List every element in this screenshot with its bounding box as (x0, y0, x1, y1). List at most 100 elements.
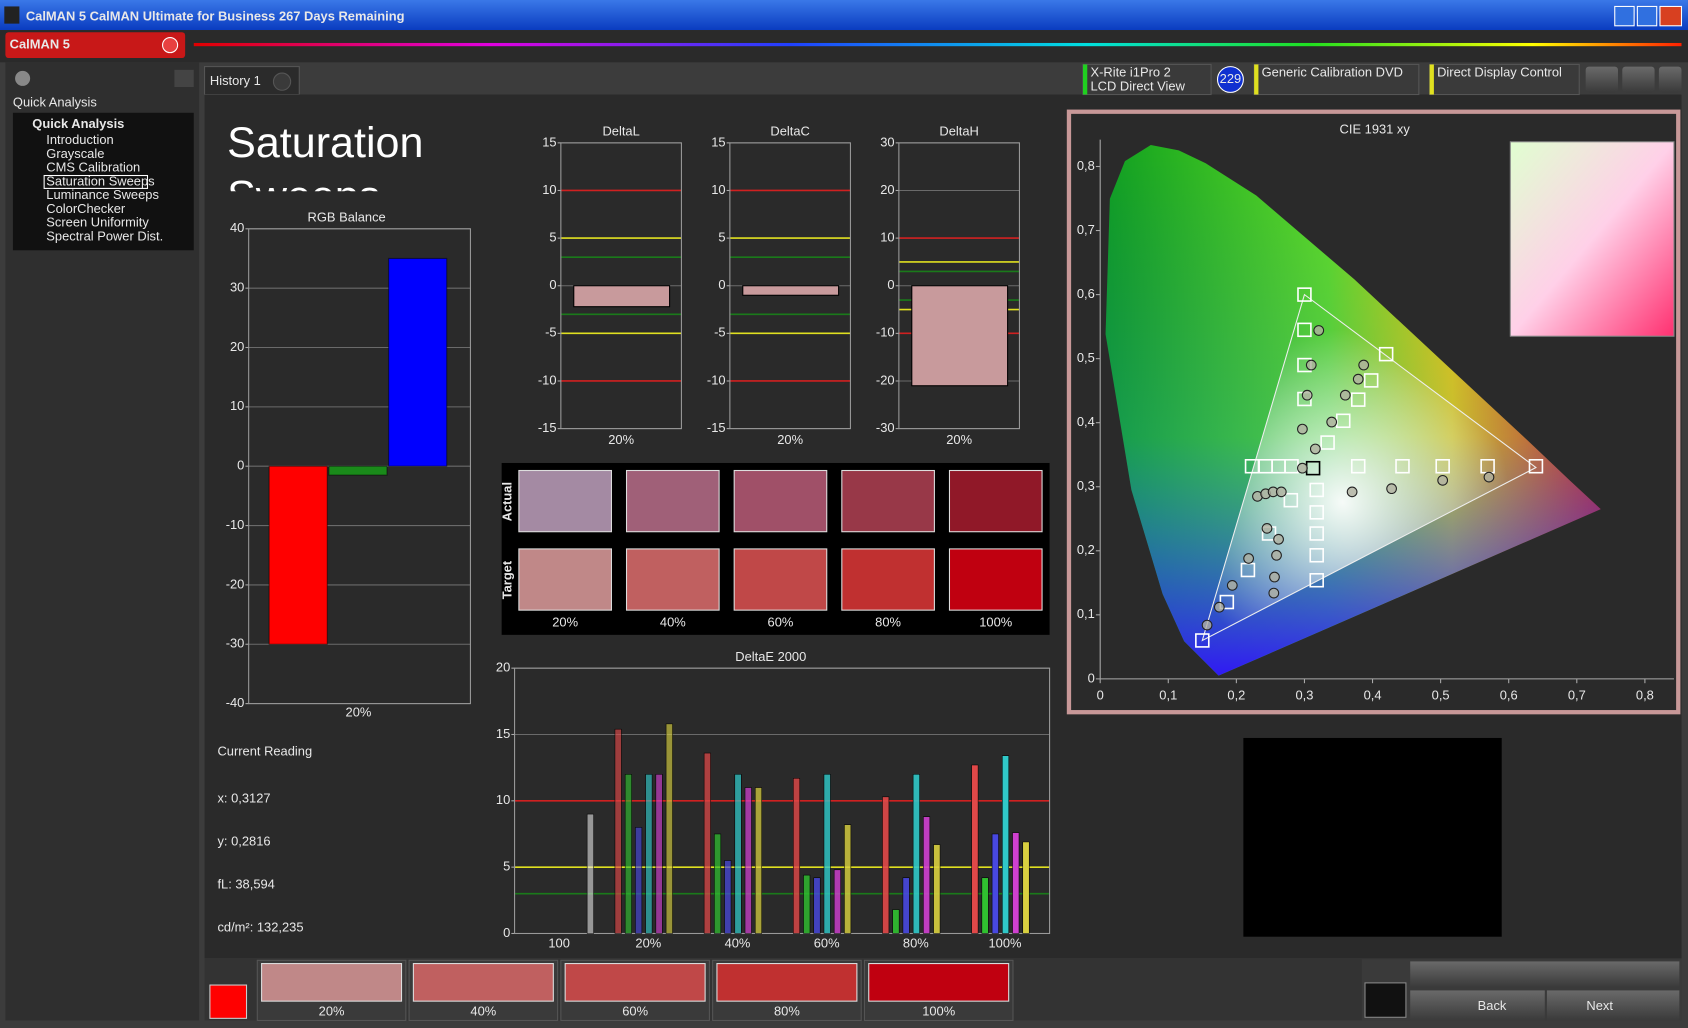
add-tab[interactable] (272, 72, 292, 91)
next-button[interactable] (1546, 990, 1680, 1021)
swatch-label: 40% (660, 614, 686, 629)
logo-box[interactable] (5, 32, 186, 59)
reading-line: fL: 38,594 (217, 877, 274, 892)
current-patch[interactable] (209, 984, 248, 1019)
tree-group[interactable]: Quick Analysis (32, 116, 124, 131)
target-swatch (518, 548, 612, 611)
x-tick-label: 0,2 (1227, 687, 1245, 702)
y-tick-label: 0,2 (1077, 542, 1095, 557)
maximize-button[interactable] (1636, 5, 1658, 27)
stop-button[interactable] (1364, 982, 1407, 1018)
rgb-bar (268, 465, 328, 645)
y-tick-label: 0 (549, 277, 556, 292)
next-label: Next (1586, 998, 1613, 1013)
chart-title: DeltaH (939, 124, 978, 139)
tree-item[interactable]: Spectral Power Dist. (46, 228, 163, 243)
y-tick-label: 0 (718, 277, 725, 292)
y-tick-label: 20 (496, 660, 510, 675)
measured-point (1305, 359, 1317, 371)
y-tick-label: -30 (876, 420, 895, 435)
y-tick-label: 0,5 (1077, 350, 1095, 365)
plot-frame (248, 228, 471, 705)
swatch-label: 100% (979, 614, 1012, 629)
display-box[interactable] (1429, 63, 1580, 96)
measured-point (1313, 325, 1325, 336)
y-tick-label: 0,1 (1077, 606, 1095, 621)
measured-point (1226, 580, 1238, 591)
deltae-bar (754, 787, 762, 934)
back-button[interactable] (1410, 990, 1545, 1021)
deltae-bar (1012, 832, 1020, 934)
y-tick-label: -10 (226, 517, 245, 532)
y-tick-label: 20 (230, 339, 244, 354)
target-point (1297, 287, 1312, 302)
plot-frame (514, 667, 1051, 935)
x-tick-label: 80% (903, 936, 929, 951)
actual-swatch (841, 469, 935, 533)
plot-frame (898, 142, 1020, 430)
patch-swatch (261, 963, 403, 1002)
actual-swatch (733, 469, 828, 533)
chart-title: DeltaE 2000 (735, 649, 806, 664)
y-tick-label: -5 (545, 325, 556, 340)
close-button[interactable] (1659, 5, 1683, 27)
measured-point (1213, 601, 1225, 613)
y-tick-label: -5 (714, 325, 725, 340)
y-tick-label: 5 (718, 230, 725, 245)
minimize-button[interactable] (1614, 5, 1635, 27)
y-tick-label: 15 (542, 134, 556, 149)
sidebar-collapse[interactable] (174, 69, 194, 88)
x-tick-label: 0 (1097, 687, 1104, 702)
rgb-bar (328, 465, 388, 476)
deltae-bar (714, 833, 722, 934)
x-tick-label: 0,7 (1568, 687, 1586, 702)
target-point (1309, 548, 1324, 563)
reading-line: y: 0,2816 (217, 834, 270, 849)
transport-buttons[interactable] (1410, 961, 1680, 988)
panel-toggle[interactable] (1658, 66, 1682, 93)
tree-item[interactable]: Saturation Sweeps (46, 173, 154, 188)
gamut-fill (1202, 294, 1536, 641)
x-tick-label: 0,1 (1159, 687, 1177, 702)
back-label: Back (1478, 998, 1507, 1013)
zoom-inset (1509, 141, 1675, 337)
y-tick-label: 30 (880, 134, 894, 149)
tree-item[interactable]: Introduction (46, 132, 113, 147)
meter-box[interactable] (1082, 63, 1212, 96)
y-tick-label: 5 (549, 230, 556, 245)
measured-point (1352, 373, 1364, 385)
deltae-bar (923, 816, 931, 934)
tree-item[interactable]: CMS Calibration (46, 160, 140, 175)
deltae-bar (703, 752, 711, 934)
actual-swatch (625, 469, 720, 533)
source-box[interactable] (1253, 63, 1420, 96)
deltae-bar (744, 787, 752, 934)
preview-box (1243, 737, 1502, 937)
deltae-bar (971, 764, 979, 934)
tree-item[interactable]: ColorChecker (46, 201, 126, 216)
y-tick-label: 10 (711, 182, 725, 197)
rgb-bar (388, 257, 448, 467)
meter-badge[interactable] (1216, 66, 1244, 93)
deltae-bar (912, 774, 920, 934)
x-tick-label: 0,3 (1295, 687, 1313, 702)
display-name: Direct Display Control (1437, 64, 1562, 79)
patch-swatch (868, 963, 1010, 1002)
category-label: 20% (777, 432, 803, 447)
tree-item[interactable]: Grayscale (46, 146, 104, 161)
help-button[interactable] (1622, 66, 1655, 93)
meter-name: X-Rite i1Pro 2 (1090, 64, 1170, 79)
y-tick-label: 15 (711, 134, 725, 149)
measured-point (1268, 587, 1280, 599)
tree-item[interactable]: Screen Uniformity (46, 215, 149, 230)
y-tick-label: -20 (876, 372, 895, 387)
logo-menu[interactable] (162, 37, 179, 54)
tree-item[interactable]: Luminance Sweeps (46, 187, 159, 202)
measured-point (1301, 389, 1313, 401)
target-point (1435, 459, 1450, 474)
settings-button[interactable] (1585, 66, 1618, 93)
sidebar-icon[interactable] (15, 70, 31, 86)
measured-point (1483, 471, 1495, 483)
deltae-bar (933, 844, 941, 934)
